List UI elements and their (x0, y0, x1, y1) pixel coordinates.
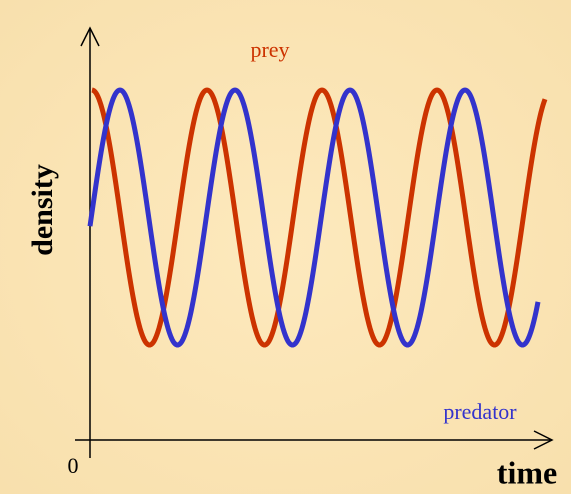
x-axis-arrow (533, 430, 554, 450)
y-axis-label: density (26, 164, 59, 256)
origin-label: 0 (68, 453, 79, 478)
prey-label: prey (250, 37, 289, 62)
y-axis-arrow (80, 26, 100, 47)
x-axis-label: time (497, 454, 557, 490)
axes (75, 26, 554, 458)
prey-curve (91, 87, 548, 348)
predator-label: predator (443, 399, 517, 424)
predator-curve (87, 87, 541, 348)
